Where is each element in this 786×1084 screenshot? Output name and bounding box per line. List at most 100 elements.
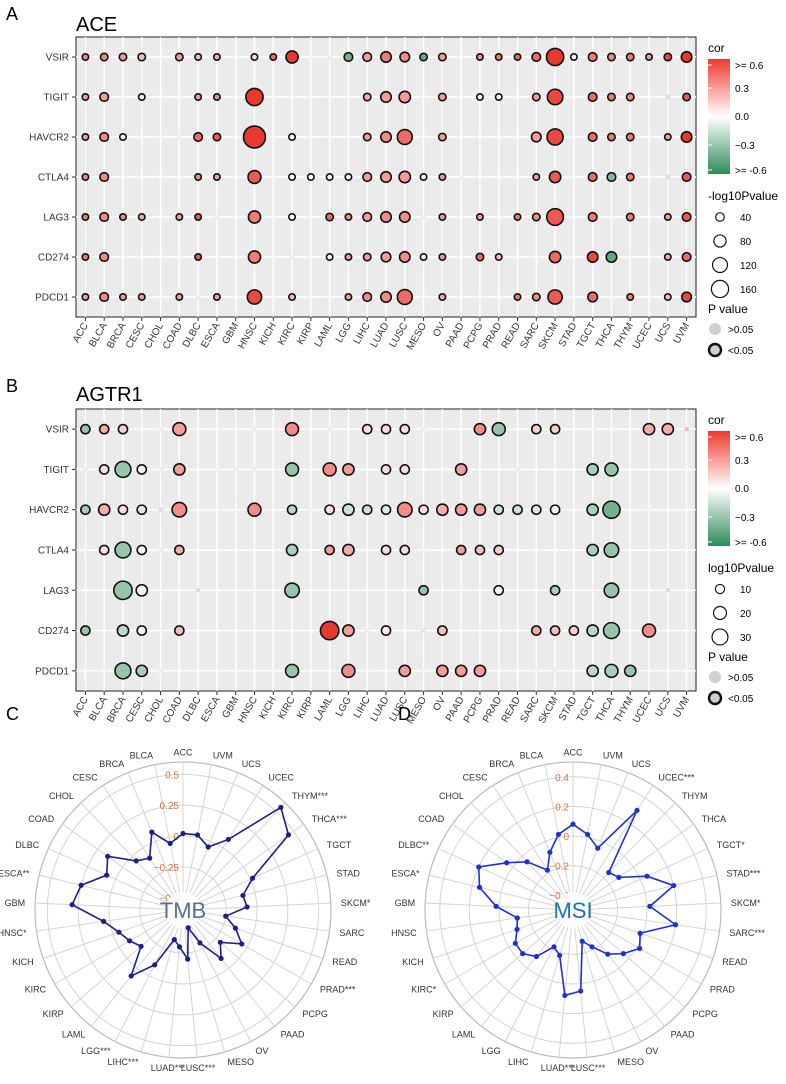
dot-ns: [271, 547, 276, 553]
radar-spoke: [572, 909, 702, 985]
radar-spoke: [35, 902, 184, 911]
dot-ns: [195, 588, 201, 593]
radar-point: [476, 884, 483, 890]
dot: [398, 210, 411, 224]
dot: [606, 92, 616, 102]
dot: [602, 500, 621, 520]
legend-p-sig: [707, 690, 723, 706]
dot-ns: [515, 254, 520, 260]
dot: [194, 173, 203, 182]
dot-ns: [534, 668, 539, 674]
dot: [81, 173, 90, 182]
dot-ns: [271, 94, 276, 100]
dot-ns: [308, 588, 314, 593]
dot: [530, 625, 542, 636]
dot: [642, 422, 656, 436]
radar-point: [557, 952, 563, 959]
radar-center-label: MSI: [553, 898, 592, 923]
radar-category-label: THCA***: [312, 814, 348, 824]
dot: [438, 292, 447, 301]
radar-spoke: [182, 909, 198, 1058]
dot-ns: [440, 467, 445, 472]
dot-ns: [308, 426, 314, 432]
dot: [99, 211, 110, 223]
dot-ns: [609, 426, 614, 432]
radar-spoke: [42, 909, 184, 959]
dot: [680, 50, 693, 64]
dot-ns: [139, 134, 144, 140]
radar-point: [126, 938, 133, 944]
radar-spoke: [48, 848, 184, 911]
dot-ns: [496, 668, 501, 674]
radar-spoke: [572, 823, 694, 911]
radar-spoke: [182, 909, 330, 932]
radar-spoke: [558, 909, 574, 1058]
dot: [114, 541, 132, 559]
radar-point: [218, 955, 224, 962]
radar-point: [167, 840, 173, 846]
legend-cor-label: 0.0: [735, 484, 749, 495]
dot-ns: [383, 588, 389, 593]
dot-ns: [195, 547, 201, 553]
dot-ns: [628, 628, 633, 633]
radar-point: [578, 988, 584, 994]
dot-ns: [534, 547, 539, 553]
dot-ns: [101, 668, 107, 674]
dot-ns: [195, 467, 201, 472]
dot: [344, 213, 353, 222]
radar-spoke: [572, 909, 616, 1053]
dot: [173, 625, 185, 636]
dot: [549, 584, 561, 596]
radar-spoke: [102, 785, 184, 911]
radar-point: [217, 939, 223, 945]
dot: [171, 501, 188, 518]
dot: [586, 624, 600, 637]
dot: [399, 423, 411, 435]
radar-category-label: CESC: [73, 773, 99, 783]
radar-point: [616, 874, 622, 880]
dot-ns: [139, 174, 144, 180]
radar-spoke: [481, 909, 574, 1027]
radar-spoke: [572, 772, 629, 911]
radar-point: [249, 875, 256, 881]
dot-ns: [496, 134, 501, 140]
dot-ns: [346, 588, 351, 593]
dot-ns: [195, 628, 201, 633]
dot-ns: [83, 588, 88, 593]
dot: [379, 90, 393, 104]
radar-point: [647, 903, 653, 909]
dot: [475, 93, 484, 102]
dot: [99, 52, 109, 62]
dot: [380, 625, 392, 636]
radar-category-label: PRAD: [710, 985, 736, 995]
legend-p-ns-label: >0.05: [728, 325, 754, 336]
dot-ns: [477, 588, 483, 593]
panel-letter-b: B: [6, 376, 18, 396]
radar-category-label: LGG: [482, 1046, 501, 1056]
dot: [379, 290, 393, 304]
dot: [81, 52, 90, 61]
dot: [586, 503, 600, 517]
dot-ns: [177, 254, 182, 260]
row-label: HAVCR2: [29, 505, 69, 516]
radar-tick-label: −0.4: [549, 891, 569, 902]
radar-spoke: [572, 802, 676, 911]
legend-cor-title: cor: [708, 41, 725, 55]
dot-ns: [365, 628, 370, 633]
dot-ns: [252, 628, 257, 633]
dot-ns: [609, 214, 614, 220]
radar-point: [512, 940, 518, 946]
dot-ns: [646, 588, 652, 593]
dot-ns: [233, 254, 238, 260]
dot-ns: [308, 94, 314, 100]
dot-ns: [458, 134, 464, 140]
radar-point: [278, 804, 284, 810]
row-label: LAG3: [43, 586, 69, 597]
dot: [247, 169, 262, 185]
radar-spoke: [572, 909, 686, 1008]
radar-category-label: TGCT*: [717, 840, 745, 850]
dot: [419, 173, 428, 182]
dot: [286, 504, 298, 516]
dot-ns: [233, 134, 238, 140]
radar-category-label: THYM: [682, 791, 708, 801]
